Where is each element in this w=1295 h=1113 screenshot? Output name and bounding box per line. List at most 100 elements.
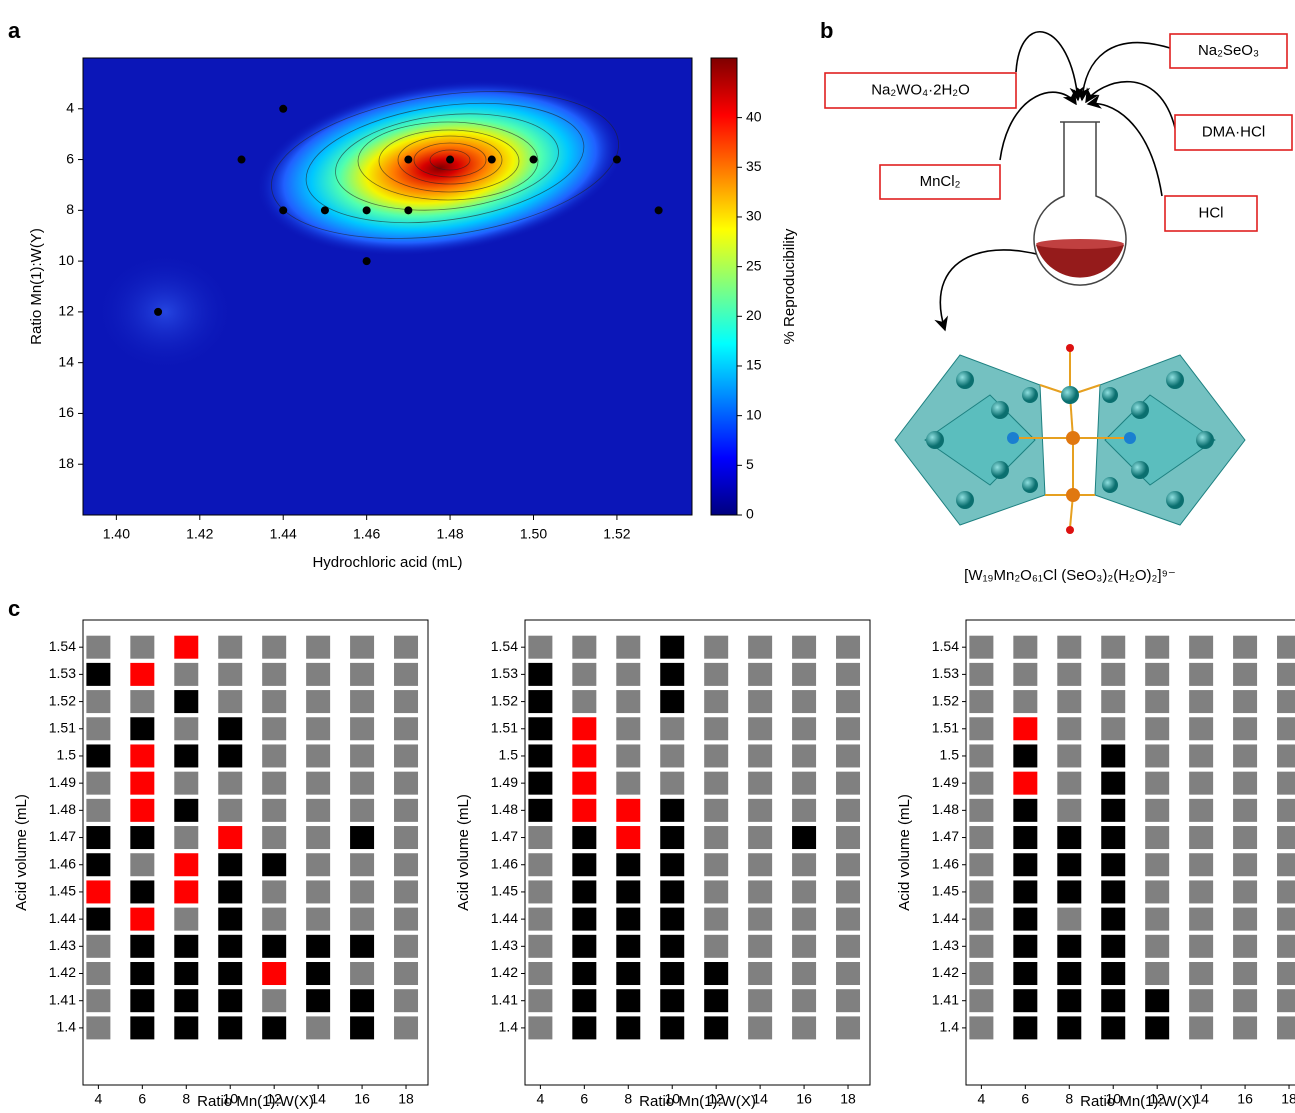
cell: [1189, 1016, 1214, 1040]
y-tick-label: 1.42: [491, 964, 518, 980]
x-tick-label: 12: [1149, 1091, 1165, 1107]
cell: [1057, 744, 1082, 768]
y-tick-label: 12: [58, 303, 74, 319]
cell: [394, 934, 419, 958]
cell: [528, 989, 553, 1013]
cell: [218, 690, 243, 714]
cell: [306, 635, 331, 659]
x-tick-label: 14: [1193, 1091, 1209, 1107]
cell: [262, 853, 287, 877]
cell: [306, 907, 331, 931]
y-axis-label: Acid volume (mL): [896, 794, 913, 911]
y-tick-label: 1.4: [57, 1019, 77, 1035]
cell: [1101, 853, 1126, 877]
colorbar-tick-label: 20: [746, 307, 762, 323]
data-point: [446, 155, 455, 164]
cell: [748, 690, 773, 714]
cell: [350, 798, 375, 822]
cell: [616, 1016, 641, 1040]
cell: [660, 662, 685, 686]
cell: [1233, 853, 1258, 877]
cell: [86, 1016, 111, 1040]
x-tick-label: 1.40: [103, 526, 130, 542]
cell: [616, 771, 641, 795]
y-tick-label: 1.44: [491, 910, 518, 926]
cell: [1277, 1016, 1295, 1040]
cell: [792, 717, 817, 741]
cell: [1013, 798, 1038, 822]
cell: [394, 962, 419, 986]
y-tick-label: 1.43: [49, 937, 76, 953]
cell: [792, 880, 817, 904]
cell: [1189, 662, 1214, 686]
y-tick-label: 1.46: [49, 855, 76, 871]
cell: [1233, 717, 1258, 741]
y-tick-label: 1.45: [491, 883, 518, 899]
cell: [1145, 853, 1170, 877]
cell: [130, 690, 155, 714]
cell: [1057, 662, 1082, 686]
cell: [1101, 1016, 1126, 1040]
cell: [1057, 880, 1082, 904]
cell: [969, 853, 994, 877]
y-tick-label: 1.52: [491, 692, 518, 708]
cell: [1233, 880, 1258, 904]
cell: [572, 989, 597, 1013]
cell: [660, 771, 685, 795]
cell: [1013, 744, 1038, 768]
cell: [262, 962, 287, 986]
cell: [86, 989, 111, 1013]
cell: [1013, 826, 1038, 850]
x-tick-label: 1.42: [186, 526, 213, 542]
cell: [528, 826, 553, 850]
cell: [792, 989, 817, 1013]
cell: [572, 962, 597, 986]
cell: [1145, 1016, 1170, 1040]
cell: [130, 853, 155, 877]
cell: [394, 662, 419, 686]
cell: [174, 744, 199, 768]
cell: [660, 962, 685, 986]
cell: [792, 662, 817, 686]
cell: [704, 826, 729, 850]
reagent-label: DMA·HCl: [1202, 123, 1265, 140]
cell: [1233, 826, 1258, 850]
data-point: [362, 206, 371, 215]
cell: [969, 880, 994, 904]
cell: [86, 771, 111, 795]
cell: [660, 907, 685, 931]
cell: [616, 744, 641, 768]
cell: [394, 989, 419, 1013]
cell: [130, 662, 155, 686]
cell: [1013, 635, 1038, 659]
cell: [704, 934, 729, 958]
data-point: [362, 257, 371, 266]
cell: [792, 826, 817, 850]
cell: [1013, 989, 1038, 1013]
cell: [218, 880, 243, 904]
cell: [660, 1016, 685, 1040]
cell: [616, 962, 641, 986]
reagent-label: HCl: [1199, 204, 1224, 221]
cell: [792, 798, 817, 822]
data-point: [404, 206, 413, 215]
cell: [704, 662, 729, 686]
cell: [616, 934, 641, 958]
x-tick-label: 6: [580, 1091, 588, 1107]
cell: [1233, 662, 1258, 686]
colorbar: [710, 57, 738, 516]
y-tick-label: 1.54: [491, 638, 518, 654]
cell: [836, 717, 861, 741]
cell: [1189, 744, 1214, 768]
cell: [130, 717, 155, 741]
y-tick-label: 1.49: [49, 774, 76, 790]
panel-label: c: [8, 596, 20, 621]
reagent-label: Na₂WO₄·2H₂O: [871, 81, 970, 98]
x-tick-label: 6: [1021, 1091, 1029, 1107]
cell: [1057, 826, 1082, 850]
cell: [1101, 662, 1126, 686]
cell: [748, 1016, 773, 1040]
plot-frame: [524, 619, 871, 1086]
x-tick-label: 12: [708, 1091, 724, 1107]
cell: [660, 989, 685, 1013]
